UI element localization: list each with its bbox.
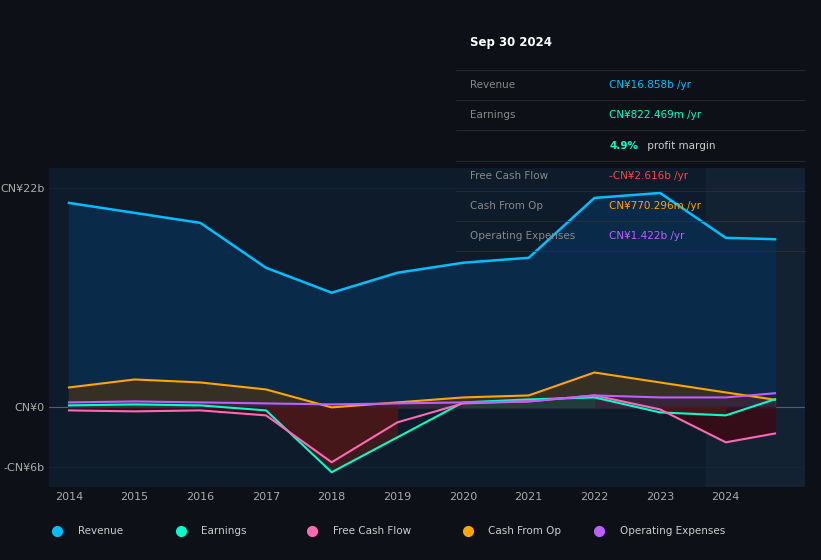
Text: 4.9%: 4.9%	[609, 141, 638, 151]
Text: CN¥16.858b /yr: CN¥16.858b /yr	[609, 80, 691, 90]
Text: Revenue: Revenue	[470, 80, 515, 90]
Text: Cash From Op: Cash From Op	[470, 201, 543, 211]
Text: Sep 30 2024: Sep 30 2024	[470, 36, 552, 49]
Text: Operating Expenses: Operating Expenses	[620, 526, 725, 536]
Bar	[706, 168, 805, 487]
Text: CN¥822.469m /yr: CN¥822.469m /yr	[609, 110, 701, 120]
Text: Free Cash Flow: Free Cash Flow	[333, 526, 410, 536]
Text: CN¥770.296m /yr: CN¥770.296m /yr	[609, 201, 701, 211]
Text: Earnings: Earnings	[470, 110, 515, 120]
Text: Earnings: Earnings	[201, 526, 246, 536]
Text: -CN¥2.616b /yr: -CN¥2.616b /yr	[609, 171, 688, 181]
Text: CN¥1.422b /yr: CN¥1.422b /yr	[609, 231, 685, 241]
Text: profit margin: profit margin	[644, 141, 716, 151]
Text: Revenue: Revenue	[78, 526, 123, 536]
Text: Free Cash Flow: Free Cash Flow	[470, 171, 548, 181]
Text: Operating Expenses: Operating Expenses	[470, 231, 575, 241]
Text: Cash From Op: Cash From Op	[488, 526, 562, 536]
